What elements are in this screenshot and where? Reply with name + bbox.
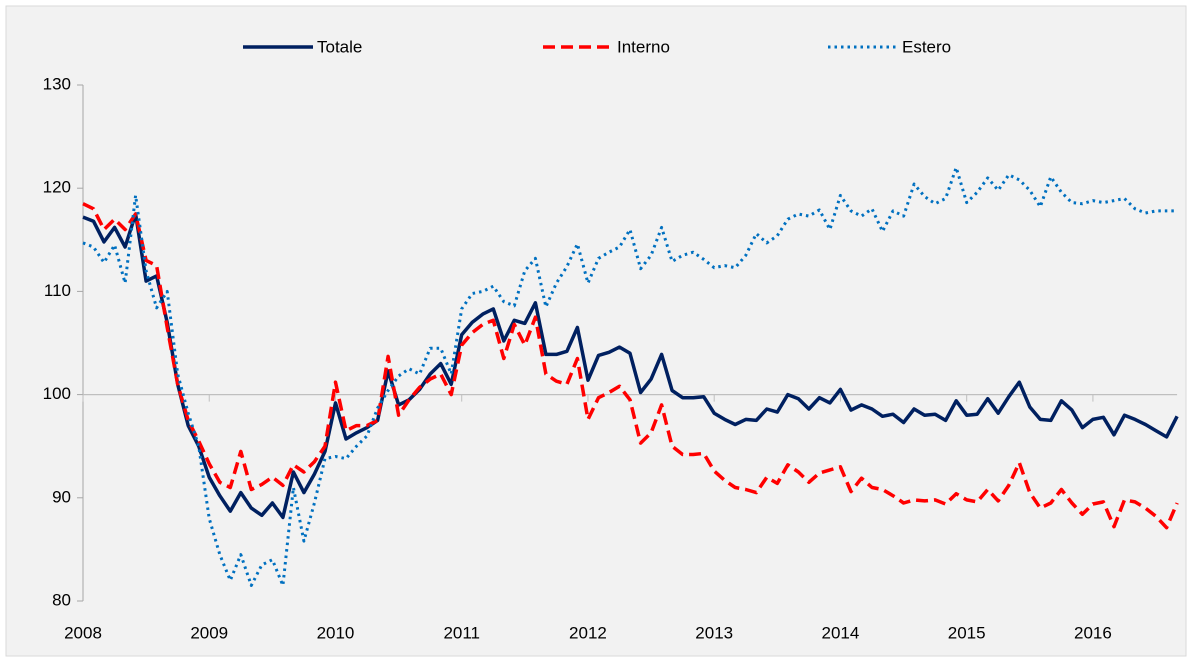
series-line xyxy=(82,212,1179,520)
x-tick-label: 2016 xyxy=(1074,623,1112,642)
y-tick-label: 130 xyxy=(43,74,71,93)
y-tick-label: 110 xyxy=(44,281,71,300)
y-tick-label: 80 xyxy=(52,590,71,609)
x-tick-label: 2008 xyxy=(64,623,102,642)
series-line xyxy=(82,166,1178,587)
y-tick-label: 90 xyxy=(52,487,71,506)
x-tick-label: 2009 xyxy=(190,623,228,642)
legend-label: Totale xyxy=(317,37,362,56)
x-tick-label: 2012 xyxy=(569,623,607,642)
x-tick-label: 2010 xyxy=(317,623,355,642)
legend-label: Interno xyxy=(617,37,670,56)
chart-background xyxy=(5,5,1187,657)
legend-label: Estero xyxy=(902,37,951,56)
series-line xyxy=(82,202,1179,530)
x-tick-label: 2014 xyxy=(822,623,860,642)
y-tick-label: 120 xyxy=(43,178,71,197)
x-tick-label: 2011 xyxy=(443,623,480,642)
x-tick-label: 2015 xyxy=(948,623,986,642)
y-tick-label: 100 xyxy=(43,384,71,403)
x-tick-label: 2013 xyxy=(695,623,733,642)
